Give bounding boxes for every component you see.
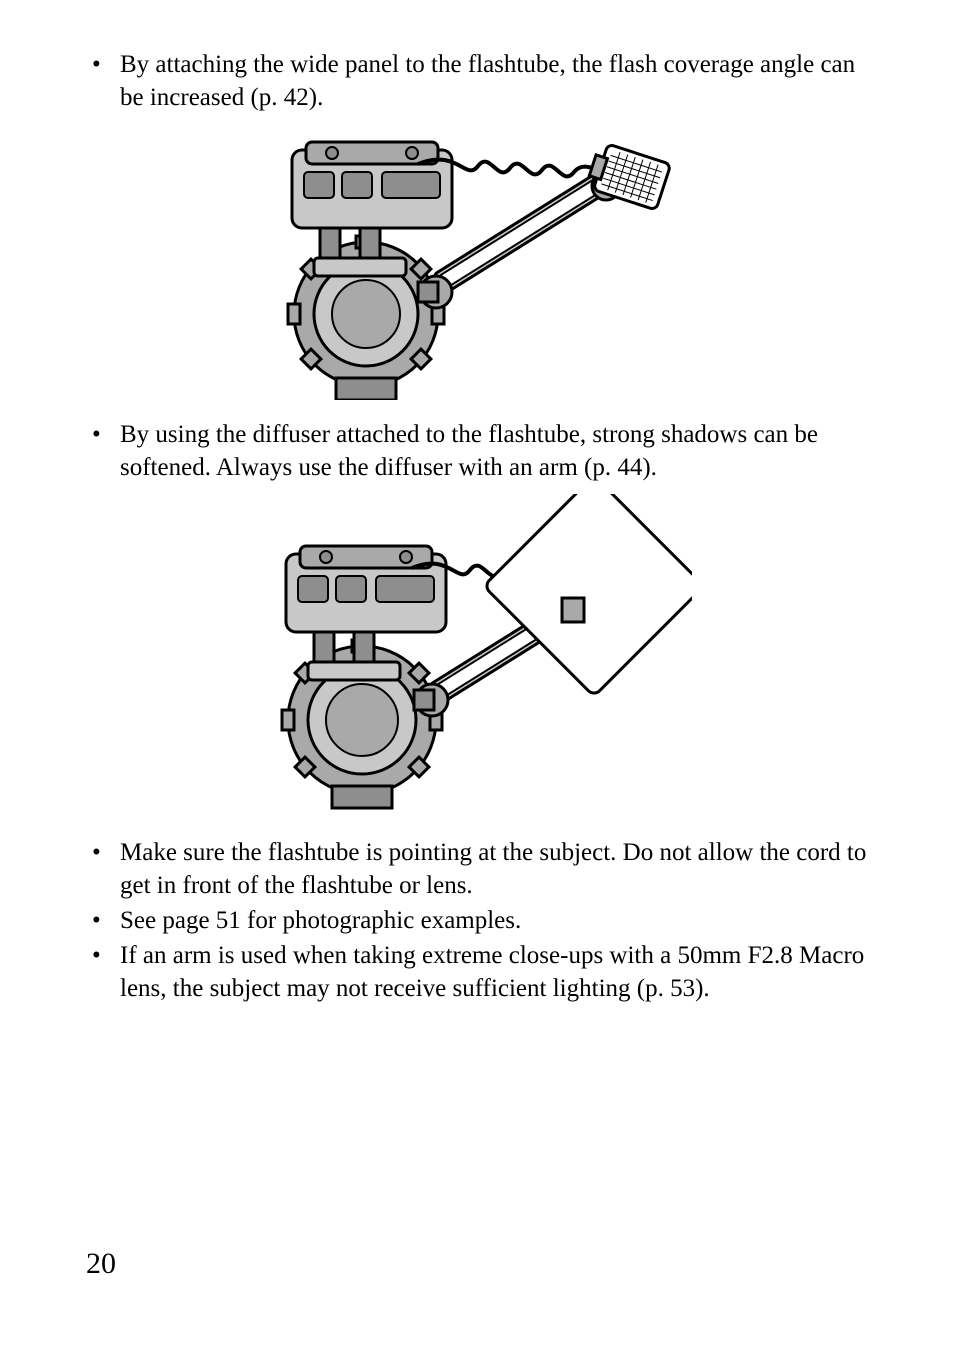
bullet-text: By using the diffuser attached to the fl… <box>120 421 818 481</box>
list-item: By using the diffuser attached to the fl… <box>86 418 868 484</box>
list-item: Make sure the flashtube is pointing at t… <box>86 836 868 902</box>
bullet-text: See page 51 for photographic examples. <box>120 907 521 934</box>
page-number: 20 <box>86 1247 116 1281</box>
bullet-list-top: By attaching the wide panel to the flash… <box>86 48 868 114</box>
bullet-list-bottom: Make sure the flashtube is pointing at t… <box>86 836 868 1005</box>
page: By attaching the wide panel to the flash… <box>0 0 954 1345</box>
list-item: See page 51 for photographic examples. <box>86 904 868 937</box>
list-item: By attaching the wide panel to the flash… <box>86 48 868 114</box>
figure-wide-panel <box>268 124 686 400</box>
bullet-text: If an arm is used when taking extreme cl… <box>120 942 864 1002</box>
figure-diffuser <box>262 494 692 818</box>
bullet-text: By attaching the wide panel to the flash… <box>120 51 855 111</box>
bullet-text: Make sure the flashtube is pointing at t… <box>120 839 866 899</box>
bullet-list-mid: By using the diffuser attached to the fl… <box>86 418 868 484</box>
list-item: If an arm is used when taking extreme cl… <box>86 939 868 1005</box>
